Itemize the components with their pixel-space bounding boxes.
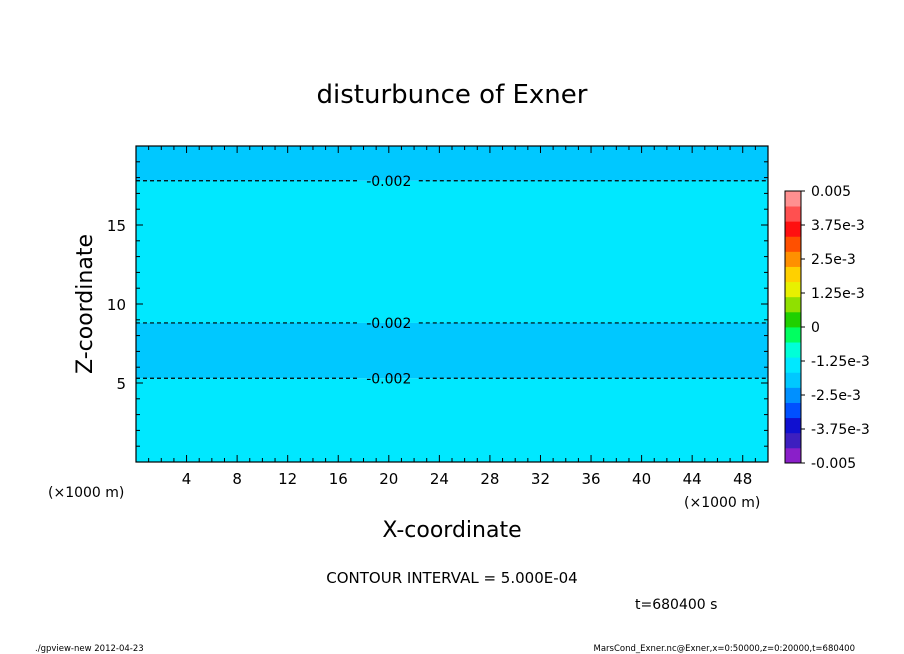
colorbar-segment	[785, 251, 801, 267]
x-tick-label: 28	[480, 470, 499, 488]
contour-label-0: -0.002	[366, 371, 411, 387]
colorbar-segment	[785, 327, 801, 343]
colorbar-segment	[785, 372, 801, 388]
colorbar-segment	[785, 206, 801, 222]
x-tick-label: 48	[733, 470, 752, 488]
colorbar-segment	[785, 417, 801, 434]
colorbar: 0.005 3.75e-3 2.5e-3 1.25e-3 0 -1.25e-3 -2.5e-…	[784, 184, 870, 472]
contour-lines: -0.002 -0.002 -0.002	[136, 174, 768, 387]
colorbar-segment	[785, 296, 801, 313]
x-tick-label: 24	[430, 470, 449, 488]
x-units-label: (×1000 m)	[684, 495, 760, 511]
colorbar-label: -1.25e-3	[811, 354, 870, 370]
colorbar-label: 3.75e-3	[811, 218, 865, 234]
colorbar-label: -2.5e-3	[811, 388, 861, 404]
colorbar-label: 0	[811, 320, 820, 336]
y-axis: 5 10 15	[107, 161, 768, 447]
colorbar-segment	[785, 357, 801, 373]
colorbar-segment	[785, 281, 801, 298]
chart-title: disturbunce of Exner	[317, 80, 588, 110]
x-tick-label: 4	[182, 470, 192, 488]
footer-left: ./gpview-new 2012-04-23	[35, 644, 144, 654]
footer-right: MarsCond_Exner.nc@Exner,x=0:50000,z=0:20…	[593, 644, 855, 654]
colorbar-segment	[785, 387, 801, 403]
y-tick-label: 15	[107, 217, 126, 235]
x-tick-label: 44	[683, 470, 702, 488]
colorbar-label: -0.005	[811, 456, 856, 472]
contour-label-2: -0.002	[366, 174, 411, 190]
colorbar-label: 2.5e-3	[811, 252, 856, 268]
y-units-label: (×1000 m)	[48, 485, 124, 501]
x-axis-label: X-coordinate	[382, 518, 521, 543]
x-tick-label: 12	[278, 470, 297, 488]
colorbar-segment	[785, 432, 801, 449]
colorbar-segment	[785, 191, 801, 207]
colorbar-segment	[785, 266, 801, 283]
x-axis: 4 8 12 16 20 24 28 32 36 40 44 48	[148, 146, 756, 488]
x-tick-label: 36	[581, 470, 600, 488]
colorbar-label: 1.25e-3	[811, 286, 865, 302]
band-0	[136, 378, 768, 462]
colorbar-segment	[785, 402, 801, 419]
colorbar-label: -3.75e-3	[811, 422, 870, 438]
colorbar-segment	[785, 236, 801, 252]
colorbar-segment	[785, 221, 801, 237]
band-1	[136, 322, 768, 379]
contour-interval: CONTOUR INTERVAL = 5.000E-04	[326, 569, 577, 587]
band-2	[136, 180, 768, 323]
colorbar-segment	[785, 447, 801, 464]
y-tick-label: 10	[107, 296, 126, 314]
x-tick-label: 32	[531, 470, 550, 488]
x-tick-label: 20	[379, 470, 398, 488]
x-tick-label: 40	[632, 470, 651, 488]
colorbar-segment	[785, 342, 801, 358]
color-bands	[136, 146, 768, 462]
contour-label-1: -0.002	[366, 316, 411, 332]
y-tick-label: 5	[116, 375, 126, 393]
x-tick-label: 16	[329, 470, 348, 488]
x-tick-label: 8	[232, 470, 242, 488]
band-3	[136, 146, 768, 181]
y-axis-label: Z-coordinate	[73, 234, 98, 374]
time-stamp: t=680400 s	[635, 597, 717, 613]
colorbar-label: 0.005	[811, 184, 851, 200]
colorbar-segment	[785, 311, 801, 328]
